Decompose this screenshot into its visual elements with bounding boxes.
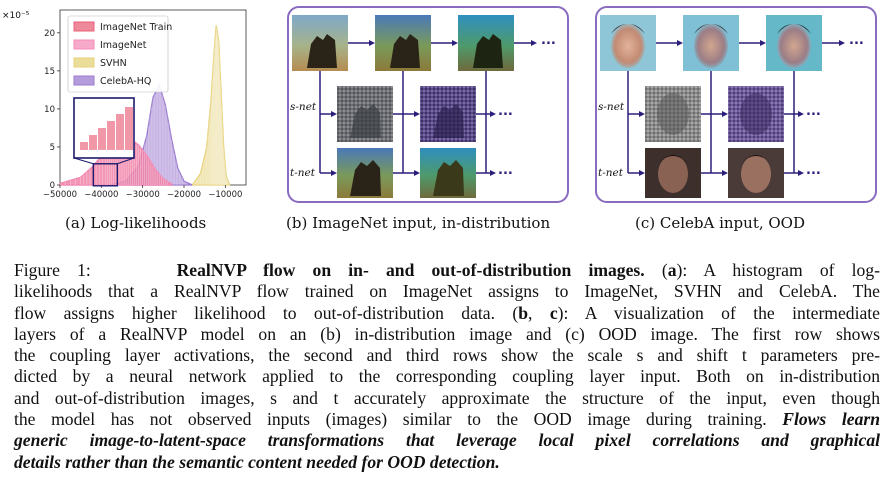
celeba-flow-visualization <box>600 15 845 198</box>
ellipsis: ... <box>806 104 821 119</box>
caption-line: and out-of-distribution images, s and t … <box>14 387 880 408</box>
subcaption-b: (b) ImageNet input, in-distribution <box>286 214 551 232</box>
x-tick-label: −50000 <box>43 190 77 200</box>
legend-label: CelebA-HQ <box>100 76 151 87</box>
caption-line: likelihoods that a RealNVP flow trained … <box>14 281 880 302</box>
figure-label: Figure 1: <box>14 260 91 280</box>
plot-area: −50000 −40000 −30000 −20000 −10000 0 5 10 15 20 Im… <box>43 9 247 200</box>
y-tick-label: 5 <box>50 143 55 153</box>
zoom-inset-bar <box>125 107 133 150</box>
caption-line: dicted by a neural network applied to th… <box>14 366 880 387</box>
subcaption-c: (c) CelebA input, OOD <box>635 214 806 232</box>
flow-arrows <box>627 42 841 174</box>
t-net-label: t-net <box>290 167 315 179</box>
zoom-connector <box>73 157 94 165</box>
s-net-label: s-net <box>290 101 317 113</box>
zoom-inset-bar <box>98 128 106 150</box>
y-multiplier-label: ×10⁻⁵ <box>2 11 30 21</box>
coupling-activation-row <box>600 15 822 71</box>
caption-line: flow assigns higher likelihood to out-of… <box>14 302 880 323</box>
ellipsis: ... <box>498 104 513 119</box>
s-net-label: s-net <box>598 101 625 113</box>
s-net-row <box>337 86 476 142</box>
zoom-inset-bar <box>89 135 97 150</box>
imagenet-panel-frame <box>287 6 569 203</box>
flow-arrows <box>319 42 533 174</box>
x-tick-label: −10000 <box>208 190 242 200</box>
caption-line: layers of a RealNVP model on an (b) in-d… <box>14 323 880 344</box>
t-net-label: t-net <box>598 167 623 179</box>
zoom-source-box <box>92 163 119 187</box>
zoom-inset-bar <box>80 142 88 150</box>
legend-swatch <box>73 21 95 32</box>
figure-caption: Figure 1: RealNVP flow on in- and out-of… <box>14 260 880 473</box>
t-net-row <box>337 148 476 198</box>
subcaption-a: (a) Log-likelihoods <box>65 214 207 232</box>
x-tick-label: −40000 <box>84 190 118 200</box>
series-area-svhn <box>191 25 231 186</box>
legend-swatch <box>73 39 95 50</box>
zoom-inset-bar <box>116 114 124 150</box>
ellipsis: ... <box>498 163 513 178</box>
y-tick-label: 15 <box>44 67 55 77</box>
coupling-activation-row <box>292 15 514 71</box>
legend-box <box>67 15 169 93</box>
y-tick-label: 20 <box>44 29 55 39</box>
imagenet-flow-visualization <box>292 15 537 198</box>
celeba-panel-frame <box>595 6 877 203</box>
ellipsis: ... <box>849 33 864 48</box>
caption-line: Figure 1: RealNVP flow on in- and out-of… <box>14 260 880 280</box>
figure-title: RealNVP flow on in- and out-of-distribut… <box>176 260 645 280</box>
ellipsis: ... <box>806 163 821 178</box>
zoom-inset-bar <box>107 121 115 150</box>
zoom-connector <box>117 157 135 165</box>
caption-line: the model has not observed inputs (image… <box>14 409 881 430</box>
y-tick-label: 0 <box>50 181 55 191</box>
x-tick-label: −30000 <box>126 190 160 200</box>
caption-line: the coupling layer activations, the seco… <box>14 345 880 366</box>
t-net-row <box>645 148 784 198</box>
legend-swatch <box>73 57 95 68</box>
y-tick-label: 10 <box>44 105 55 115</box>
log-likelihood-histogram: −50000 −40000 −30000 −20000 −10000 0 5 10 15 20 Im… <box>43 9 247 200</box>
legend-label: SVHN <box>100 58 127 69</box>
x-tick-label: −20000 <box>167 190 201 200</box>
caption-line: details rather than the semantic content… <box>14 451 500 472</box>
caption-line: generic image-to-latent-space transforma… <box>14 430 880 451</box>
legend-swatch <box>73 75 95 86</box>
legend-label: ImageNet <box>100 40 147 51</box>
ellipsis: ... <box>541 33 556 48</box>
legend-label: ImageNet Train <box>100 22 172 33</box>
s-net-row <box>645 86 784 142</box>
